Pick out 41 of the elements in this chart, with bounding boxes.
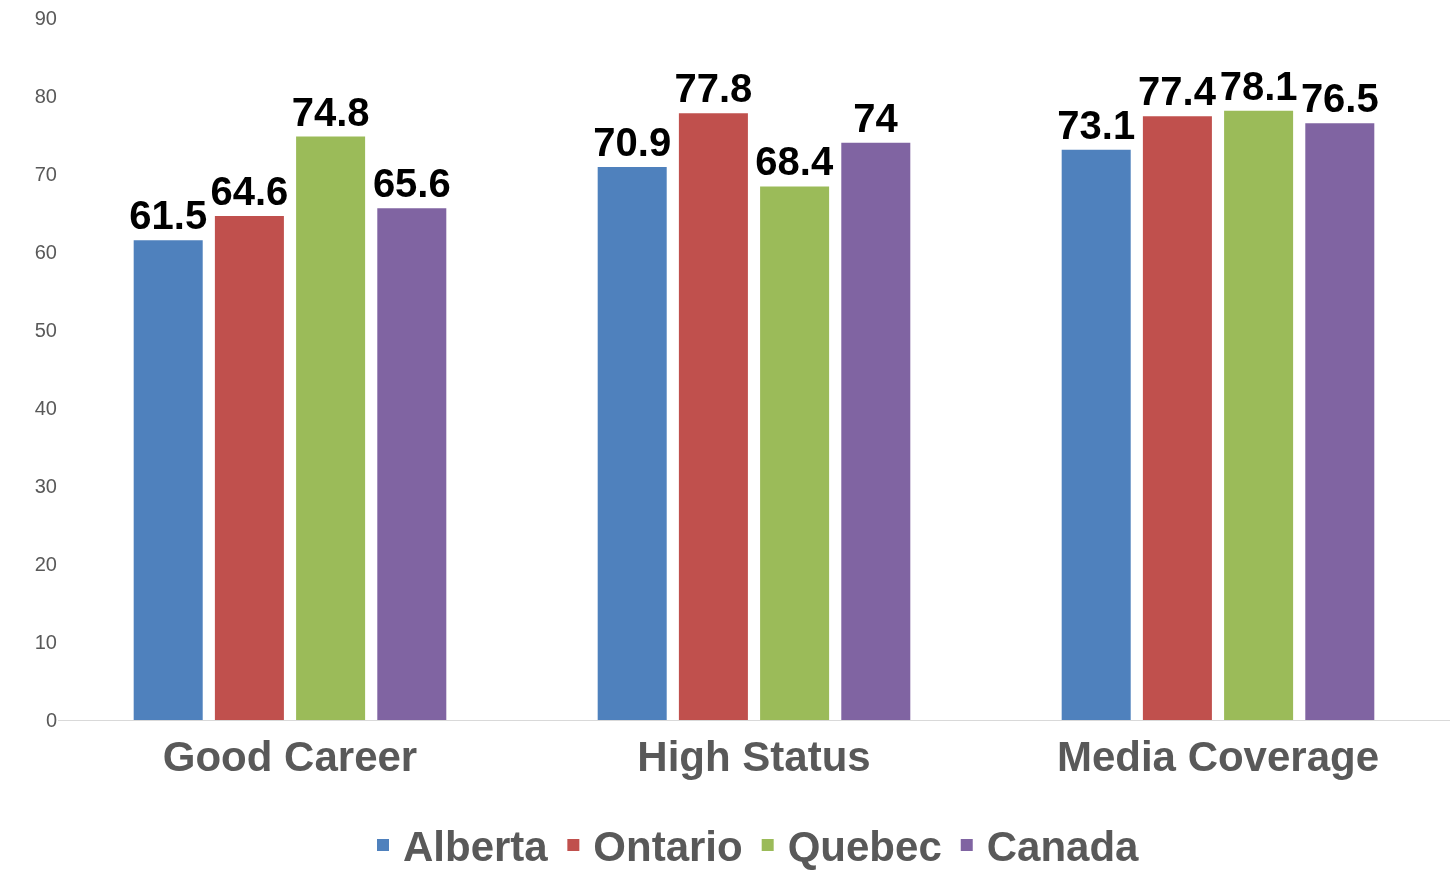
y-tick-label: 80	[34, 85, 57, 107]
data-label: 74.8	[291, 89, 370, 134]
y-tick-label: 0	[45, 709, 57, 731]
data-label: 65.6	[372, 161, 451, 206]
bar	[1305, 123, 1375, 720]
legend-label: Canada	[986, 823, 1140, 871]
data-label: 68.4	[755, 139, 834, 184]
data-label: 76.5	[1300, 76, 1379, 121]
bar	[1142, 116, 1212, 720]
y-tick-label: 60	[34, 241, 57, 263]
data-label: 73.1	[1057, 102, 1136, 147]
x-tick-label: Media Coverage	[1056, 733, 1380, 781]
data-label: 77.4	[1138, 69, 1217, 114]
data-label: 78.1	[1219, 63, 1298, 108]
y-tick-label: 70	[34, 163, 57, 185]
data-label: 61.5	[129, 193, 208, 238]
bar	[1061, 149, 1131, 720]
bar	[214, 216, 284, 720]
legend-label: Alberta	[403, 823, 549, 871]
legend-label: Quebec	[787, 823, 942, 871]
y-tick-label: 20	[34, 553, 57, 575]
y-tick-label: 30	[34, 475, 57, 497]
data-label: 70.9	[593, 119, 672, 164]
bar	[133, 240, 203, 720]
legend-label: Ontario	[593, 823, 743, 871]
bar	[377, 208, 447, 720]
x-tick-label: High Status	[637, 733, 871, 781]
data-label: 64.6	[210, 169, 289, 214]
bar	[597, 166, 667, 720]
bar	[841, 142, 911, 720]
y-tick-label: 90	[34, 7, 57, 29]
bar	[296, 136, 366, 720]
y-tick-label: 50	[34, 319, 57, 341]
data-label: 74	[853, 95, 899, 140]
bar	[678, 113, 748, 720]
bar	[760, 186, 830, 720]
y-tick-label: 40	[34, 397, 57, 419]
y-tick-label: 10	[34, 631, 57, 653]
data-label: 77.8	[674, 66, 753, 111]
x-tick-label: Good Career	[162, 733, 418, 781]
bar	[1224, 110, 1294, 720]
